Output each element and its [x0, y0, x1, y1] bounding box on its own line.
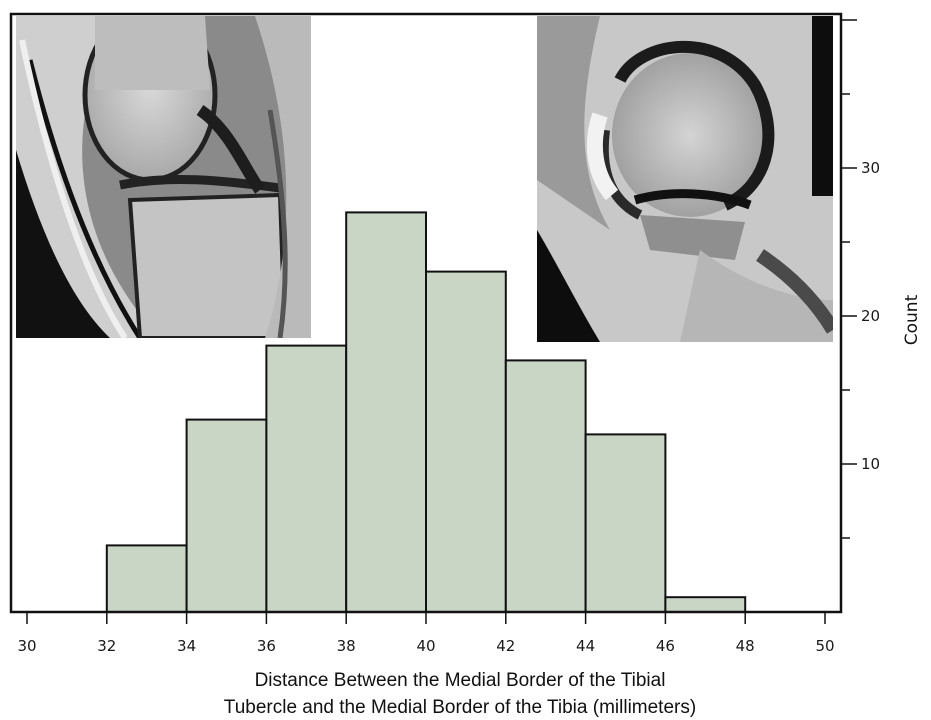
histogram-bar-40-42: [425, 270, 507, 613]
x-tick-label-34: 34: [177, 637, 196, 655]
histogram-bar-38-40: [345, 211, 428, 613]
mri-inset-left: [16, 16, 311, 338]
histogram-bar-32-34: [105, 544, 188, 614]
y-axis: 10 20 30: [841, 19, 880, 539]
x-tick-label-44: 44: [576, 637, 595, 655]
x-tick-label-40: 40: [416, 637, 435, 655]
y-axis-title: Count: [902, 294, 922, 345]
x-tick-label-38: 38: [337, 637, 356, 655]
x-tick-label-46: 46: [656, 637, 675, 655]
x-axis: 30 32 34 36 38 40 42 44 46 48 50: [17, 612, 835, 655]
x-tick-label-36: 36: [257, 637, 276, 655]
y-tick-label-10: 10: [861, 455, 880, 473]
histogram-bar-46-48: [664, 596, 747, 614]
histogram-bar-36-38: [265, 344, 348, 613]
x-tick-label-30: 30: [17, 637, 36, 655]
histogram-bars: [105, 211, 747, 614]
x-tick-label-42: 42: [496, 637, 515, 655]
y-tick-label-30: 30: [861, 159, 880, 177]
histogram-bar-42-44: [504, 359, 587, 613]
x-tick-label-48: 48: [736, 637, 755, 655]
mri-inset-right: [537, 16, 833, 342]
y-tick-label-20: 20: [861, 307, 880, 325]
histogram-bar-34-36: [185, 418, 268, 613]
histogram-bar-44-46: [584, 433, 667, 613]
x-tick-label-32: 32: [97, 637, 116, 655]
x-axis-title-line2: Tubercle and the Medial Border of the Ti…: [224, 697, 696, 718]
x-axis-title-line1: Distance Between the Medial Border of th…: [255, 670, 666, 691]
x-tick-label-50: 50: [815, 637, 834, 655]
